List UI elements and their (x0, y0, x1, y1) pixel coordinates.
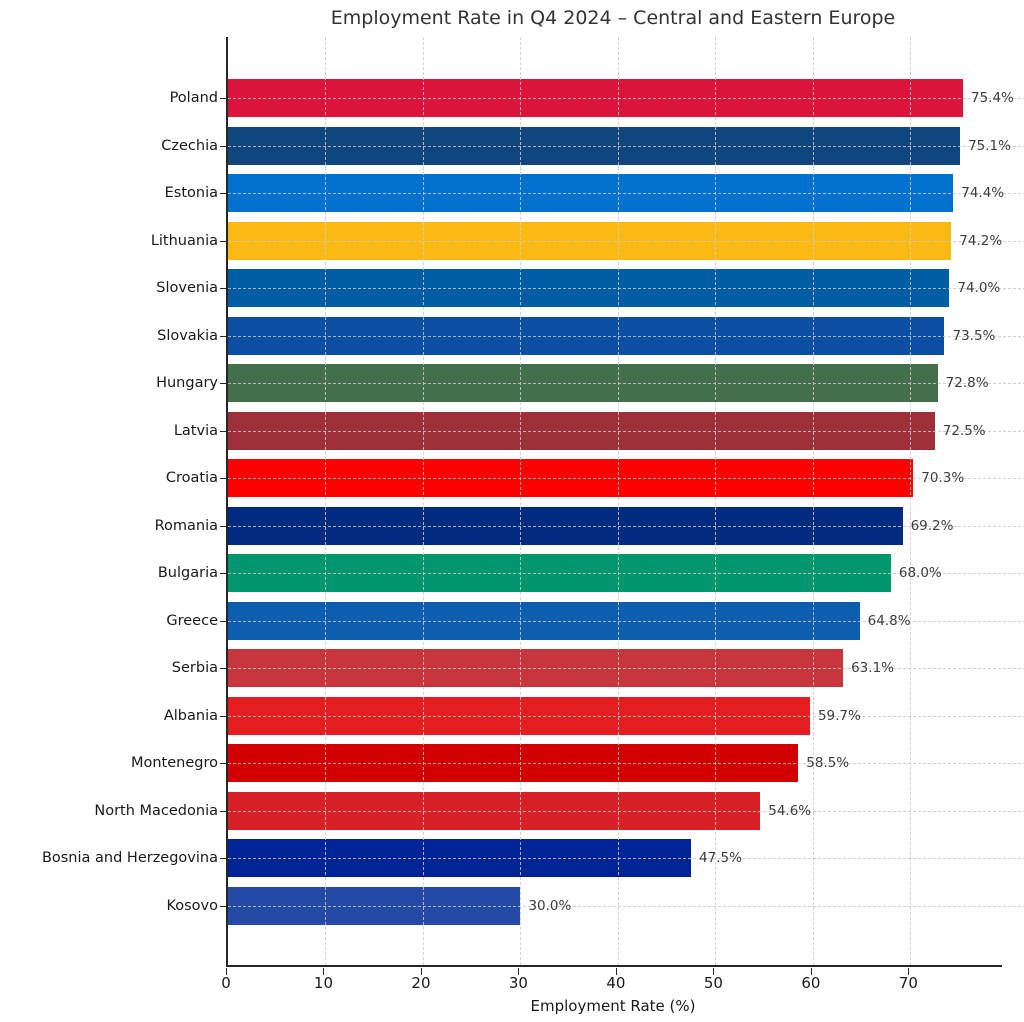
y-axis-label-czechia: Czechia (161, 137, 218, 154)
y-axis-label-slovakia: Slovakia (157, 327, 218, 344)
y-tick-serbia (220, 668, 226, 670)
gridline-y-kosovo (228, 906, 1024, 907)
gridline-y-albania (228, 715, 1024, 717)
value-label-latvia: 72.5% (942, 422, 986, 439)
gridline-y-slovakia (228, 335, 1024, 337)
y-tick-north-macedonia (220, 810, 226, 812)
y-axis-label-serbia: Serbia (171, 660, 218, 677)
gridline-y-bosnia-and-herzegovina (228, 858, 1024, 860)
x-tick-label-60: 60 (801, 974, 821, 992)
y-tick-latvia (220, 430, 226, 432)
value-label-bosnia-and-herzegovina: 47.5% (699, 850, 742, 867)
y-tick-montenegro (220, 763, 226, 765)
gridline-y-estonia (228, 193, 1024, 195)
x-tick-label-0: 0 (221, 974, 231, 992)
y-axis-label-estonia: Estonia (164, 185, 218, 202)
y-tick-greece (220, 620, 226, 622)
x-tick-label-50: 50 (703, 974, 723, 992)
value-label-north-macedonia: 54.6% (768, 802, 812, 819)
gridline-y-serbia (228, 668, 1024, 670)
y-axis-label-albania: Albania (163, 707, 218, 724)
x-tick-mark-60 (810, 967, 812, 975)
y-tick-albania (220, 715, 226, 717)
gridline-x-20 (422, 37, 424, 965)
value-label-croatia: 70.3% (921, 470, 965, 487)
x-tick-mark-0 (226, 967, 227, 975)
y-tick-lithuania (220, 240, 226, 242)
y-axis-label-latvia: Latvia (173, 422, 218, 439)
y-tick-slovenia (220, 288, 226, 290)
value-label-romania: 69.2% (910, 517, 954, 534)
gridline-y-latvia (228, 430, 1024, 432)
gridline-x-60 (812, 37, 814, 965)
gridline-x-10 (325, 37, 327, 965)
y-axis-label-bulgaria: Bulgaria (157, 565, 218, 582)
gridline-y-bulgaria (228, 573, 1024, 575)
y-tick-bosnia-and-herzegovina (220, 858, 226, 860)
gridline-y-north-macedonia (228, 810, 1024, 812)
y-tick-croatia (220, 478, 226, 480)
x-tick-mark-40 (615, 967, 617, 975)
x-tick-label-40: 40 (606, 974, 626, 992)
gridline-y-montenegro (228, 763, 1024, 765)
gridline-y-poland (228, 98, 1024, 99)
y-axis-label-kosovo: Kosovo (166, 898, 218, 914)
plot-area: 75.4% 75.1% 74.4% 74.2% 74.0% 73.5% 72.8% 72.5%… (220, 37, 1024, 967)
y-axis-label-slovenia: Slovenia (156, 280, 218, 297)
x-tick-label-30: 30 (508, 974, 528, 992)
gridline-x-30 (520, 37, 522, 965)
y-axis-label-lithuania: Lithuania (150, 232, 218, 249)
chart-title: Employment Rate in Q4 2024 – Central and… (330, 7, 896, 29)
x-tick-mark-50 (713, 967, 715, 975)
value-label-hungary: 72.8% (945, 375, 989, 392)
gridline-y-hungary (228, 383, 1024, 385)
y-axis-label-croatia: Croatia (165, 470, 218, 487)
value-label-slovenia: 74.0% (957, 280, 1001, 297)
y-tick-czechia (220, 145, 226, 147)
gridline-y-czechia (228, 145, 1024, 147)
x-tick-label-20: 20 (411, 974, 431, 992)
y-axis-label-greece: Greece (166, 612, 218, 629)
value-label-greece: 64.8% (867, 612, 911, 629)
y-tick-kosovo (220, 906, 226, 907)
value-label-kosovo: 30.0% (528, 898, 572, 914)
y-axis-label-poland: Poland (169, 90, 218, 106)
value-label-czechia: 75.1% (968, 137, 1011, 154)
value-label-montenegro: 58.5% (806, 755, 850, 772)
value-label-serbia: 63.1% (851, 660, 894, 677)
gridline-x-40 (617, 37, 619, 965)
gridline-y-greece (228, 620, 1024, 622)
gridline-y-lithuania (228, 240, 1024, 242)
y-axis-label-bosnia-and-herzegovina: Bosnia and Herzegovina (41, 850, 218, 867)
y-axis-label-romania: Romania (154, 517, 218, 534)
y-axis-label-hungary: Hungary (156, 375, 218, 392)
x-axis-title: Employment Rate (%) (530, 997, 696, 1015)
x-tick-label-70: 70 (898, 974, 918, 992)
y-tick-estonia (220, 193, 226, 195)
gridline-y-romania (228, 525, 1024, 527)
x-tick-mark-70 (908, 967, 910, 975)
y-axis-label-north-macedonia: North Macedonia (94, 802, 218, 819)
y-tick-bulgaria (220, 573, 226, 575)
gridline-x-50 (715, 37, 717, 965)
gridline-y-croatia (228, 478, 1024, 480)
x-tick-mark-30 (518, 967, 520, 975)
y-tick-poland (220, 98, 226, 99)
y-tick-slovakia (220, 335, 226, 337)
x-tick-label-10: 10 (313, 974, 334, 992)
value-label-albania: 59.7% (817, 707, 861, 724)
gridline-x-70 (910, 37, 912, 965)
value-label-bulgaria: 68.0% (898, 565, 942, 582)
value-label-poland: 75.4% (971, 90, 1014, 106)
y-axis-label-montenegro: Montenegro (130, 755, 218, 772)
x-tick-mark-10 (323, 967, 325, 975)
value-label-slovakia: 73.5% (952, 327, 996, 344)
gridline-y-slovenia (228, 288, 1024, 290)
y-tick-romania (220, 525, 226, 527)
value-label-lithuania: 74.2% (959, 232, 1003, 249)
y-tick-hungary (220, 383, 226, 385)
x-tick-mark-20 (420, 967, 422, 975)
value-label-estonia: 74.4% (961, 185, 1005, 202)
